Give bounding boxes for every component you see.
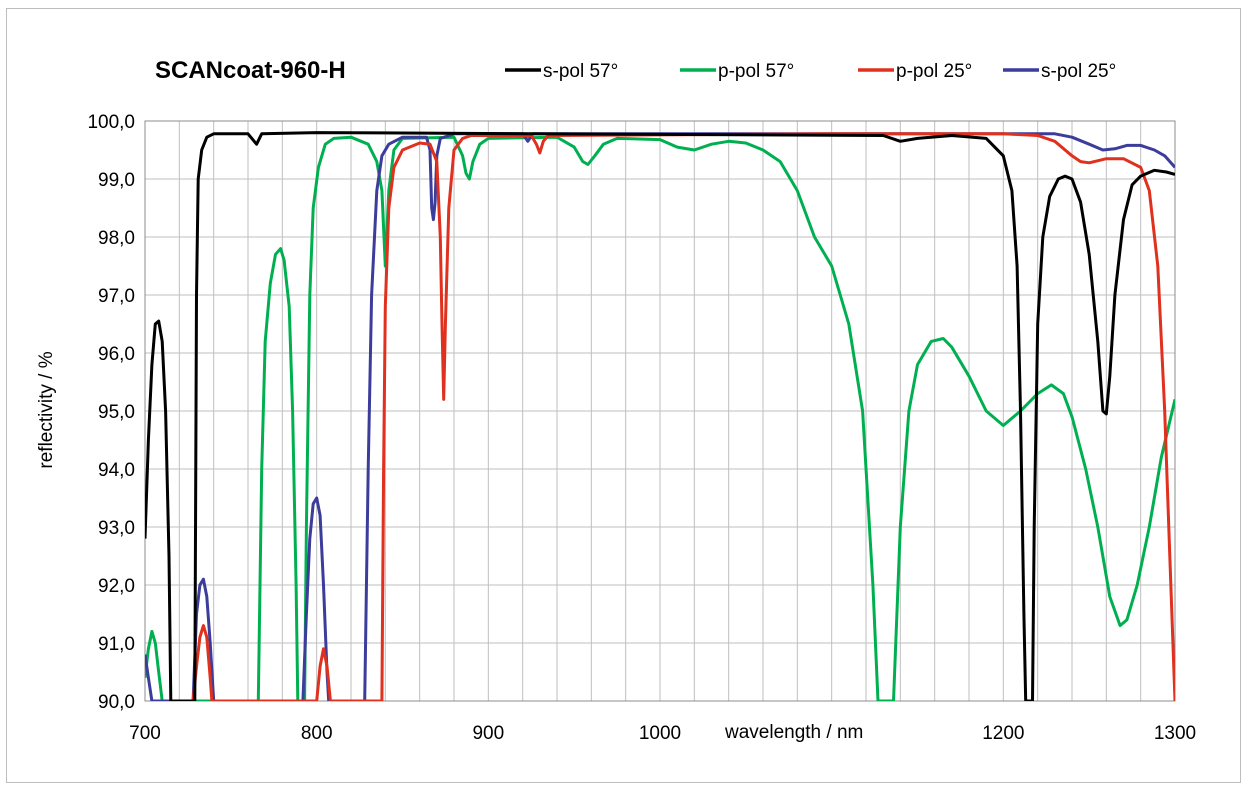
legend-item: p-pol 25° (858, 61, 972, 82)
chart-title: SCANcoat-960-H (155, 57, 346, 84)
series-layer (145, 131, 1175, 701)
legend: s-pol 57° p-pol 57° p-pol 25° s-pol 25° (505, 61, 1116, 82)
y-tick-label: 91,0 (98, 634, 135, 655)
grid (145, 121, 1175, 701)
y-tick-label: 90,0 (98, 692, 135, 713)
legend-item: s-pol 25° (1003, 61, 1116, 82)
series-line-3 (191, 132, 1175, 701)
y-tick-label: 94,0 (98, 460, 135, 481)
legend-label: s-pol 57° (543, 61, 618, 82)
x-tick-label: 1000 (639, 723, 681, 744)
legend-item: s-pol 57° (505, 61, 618, 82)
legend-label: s-pol 25° (1041, 61, 1116, 82)
series-line-4 (145, 132, 1175, 701)
plot-area-border (144, 120, 1176, 702)
x-tick-label: 1300 (1154, 723, 1196, 744)
y-tick-label: 93,0 (98, 518, 135, 539)
y-tick-label: 97,0 (98, 286, 135, 307)
x-tick-label: 1200 (982, 723, 1024, 744)
y-tick-label: 96,0 (98, 344, 135, 365)
y-tick-label: 98,0 (98, 228, 135, 249)
x-tick-label: 700 (129, 723, 161, 744)
y-axis-label: reflectivity / % (36, 351, 57, 468)
series-line-2 (145, 135, 1175, 701)
series-line-1 (145, 131, 1175, 701)
x-tick-label: 800 (301, 723, 333, 744)
y-tick-label: 95,0 (98, 402, 135, 423)
legend-label: p-pol 25° (896, 61, 972, 82)
y-tick-label: 99,0 (98, 170, 135, 191)
x-axis-label: wavelength / nm (724, 722, 863, 743)
legend-label: p-pol 57° (718, 61, 794, 82)
x-tick-label: 900 (472, 723, 504, 744)
axis-ticks: 90,0 91,0 92,0 93,0 94,0 95,0 96,0 97,0 98,0 99,0… (87, 112, 1196, 744)
legend-item: p-pol 57° (680, 61, 794, 82)
y-tick-label: 100,0 (87, 112, 135, 133)
y-tick-label: 92,0 (98, 576, 135, 597)
